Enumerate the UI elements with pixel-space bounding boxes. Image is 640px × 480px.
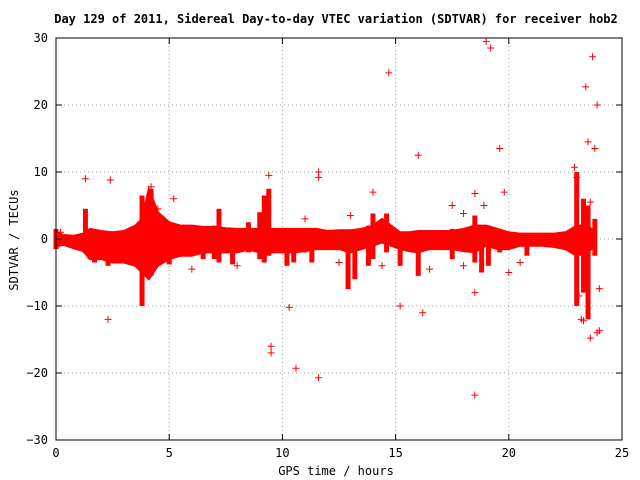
data-point: [448, 202, 456, 209]
data-point: [582, 83, 590, 91]
data-point: [582, 269, 590, 276]
plot-frame: [55, 37, 623, 441]
data-point: [385, 69, 393, 77]
data-point: [516, 258, 524, 266]
y-tick-label: 10: [34, 165, 48, 179]
data-band: [55, 185, 596, 281]
x-axis-label: GPS time / hours: [278, 464, 394, 478]
data-point: [265, 171, 273, 179]
data-point: [267, 349, 275, 357]
data-point: [419, 309, 427, 317]
data-point: [573, 173, 581, 181]
data-point: [471, 289, 479, 297]
data-point: [154, 205, 162, 213]
data-point: [471, 391, 479, 399]
data-point: [378, 262, 386, 270]
data-point: [335, 258, 343, 266]
data-point: [482, 37, 490, 45]
x-tick-label: 10: [275, 446, 289, 460]
data-point: [471, 189, 479, 197]
data-point: [315, 173, 323, 181]
data-point: [460, 262, 468, 270]
y-tick-label: −30: [26, 433, 48, 447]
data-point: [81, 175, 89, 183]
y-tick-label: 20: [34, 98, 48, 112]
data-point: [586, 198, 594, 206]
data-point: [496, 145, 504, 153]
y-tick-label: −20: [26, 366, 48, 380]
data-point: [315, 374, 323, 382]
data-point: [575, 292, 583, 300]
data-point: [396, 302, 404, 310]
data-point: [580, 317, 588, 325]
x-tick-label: 20: [502, 446, 516, 460]
data-point: [369, 188, 377, 196]
data-point: [460, 210, 468, 218]
data-point: [301, 215, 309, 223]
data-point: [586, 334, 594, 342]
data-point: [593, 101, 601, 109]
data-point: [570, 163, 578, 171]
data-point: [292, 364, 300, 372]
data-point: [414, 151, 422, 159]
data-point: [170, 195, 178, 203]
data-point: [106, 176, 114, 184]
data-point: [500, 188, 508, 196]
data-point: [584, 138, 592, 146]
x-tick-label: 15: [388, 446, 402, 460]
data-point: [188, 265, 196, 273]
data-point: [104, 315, 112, 323]
y-tick-label: 30: [34, 31, 48, 45]
data-point: [57, 228, 65, 236]
data-point: [147, 183, 155, 191]
data-point: [505, 269, 513, 276]
axis-ticks: 0 5 10 15 20 25 30 20 10 0 −10 −20 −30: [26, 31, 629, 460]
data-point: [480, 202, 488, 209]
data-points: [57, 37, 603, 399]
data-point: [595, 327, 603, 335]
data-point: [426, 265, 434, 273]
chart-title: Day 129 of 2011, Sidereal Day-to-day VTE…: [54, 12, 618, 26]
x-tick-label: 25: [615, 446, 629, 460]
y-tick-label: −10: [26, 299, 48, 313]
data-point: [591, 145, 599, 153]
x-tick-label: 5: [166, 446, 173, 460]
data-band-area: [55, 185, 596, 281]
y-tick-label: 0: [41, 232, 48, 246]
data-point: [589, 53, 597, 61]
y-axis-label: SDTVAR / TECUs: [7, 189, 21, 290]
data-point: [595, 285, 603, 293]
x-tick-label: 0: [52, 446, 59, 460]
data-point: [233, 262, 241, 270]
data-spikes: [53, 172, 598, 320]
data-point: [285, 303, 293, 311]
data-point: [267, 342, 275, 350]
data-point: [346, 212, 354, 220]
data-point: [487, 44, 495, 52]
